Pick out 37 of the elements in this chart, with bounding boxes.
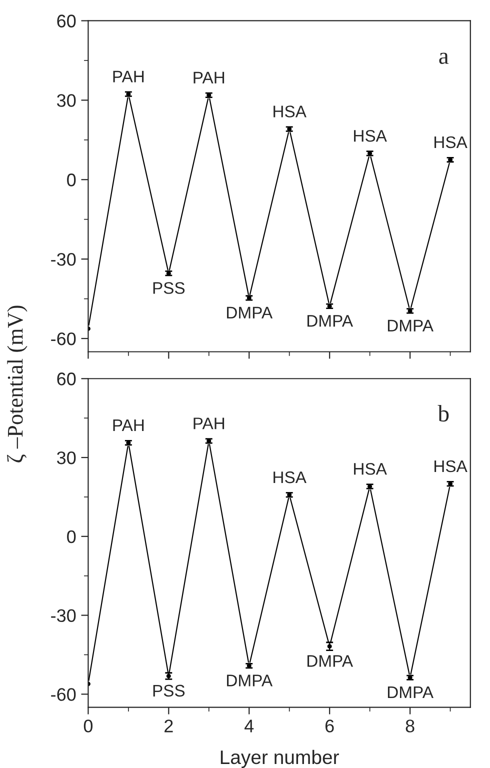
- annotation: DMPA: [307, 655, 354, 667]
- y-axis-title: ζ –Potential (mV): [6, 306, 28, 462]
- annotation: a: [439, 52, 449, 64]
- x-tick-label: 6: [325, 720, 334, 732]
- annotation: PAH: [194, 418, 224, 430]
- x-tick-label: 4: [244, 720, 254, 732]
- annotation: PAH: [194, 72, 224, 84]
- x-tick-label: 2: [164, 720, 173, 732]
- annotation: DMPA: [227, 306, 273, 318]
- y-tick-label: 30: [57, 451, 76, 464]
- y-tick-label: -30: [51, 252, 76, 266]
- y-tick-label: -30: [51, 609, 76, 622]
- annotation: HSA: [274, 106, 306, 118]
- annotation: HSA: [434, 460, 468, 472]
- y-tick-label: 60: [57, 14, 76, 28]
- y-tick-label: 0: [67, 530, 76, 544]
- annotation: PSS: [153, 684, 185, 697]
- annotation: HSA: [354, 463, 387, 475]
- annotation: PAH: [113, 70, 144, 82]
- annotation: DMPA: [388, 686, 434, 698]
- y-tick-label: 60: [57, 372, 76, 386]
- annotation: PSS: [153, 282, 185, 294]
- annotation: HSA: [434, 136, 468, 148]
- y-tick-label: 0: [67, 174, 76, 186]
- y-tick-label: -60: [51, 332, 76, 346]
- y-tick-label: -60: [51, 688, 76, 701]
- x-tick-label: 8: [406, 720, 414, 732]
- annotation: b: [438, 404, 449, 422]
- annotation: DMPA: [388, 320, 434, 332]
- x-tick-label: 0: [84, 720, 93, 732]
- x-axis-title: Layer number: [220, 750, 339, 768]
- annotation: HSA: [354, 130, 387, 142]
- y-tick-label: 30: [57, 94, 76, 107]
- annotation: PAH: [113, 420, 144, 431]
- annotation: DMPA: [307, 315, 354, 327]
- annotation: DMPA: [227, 674, 273, 686]
- annotation: HSA: [274, 471, 306, 484]
